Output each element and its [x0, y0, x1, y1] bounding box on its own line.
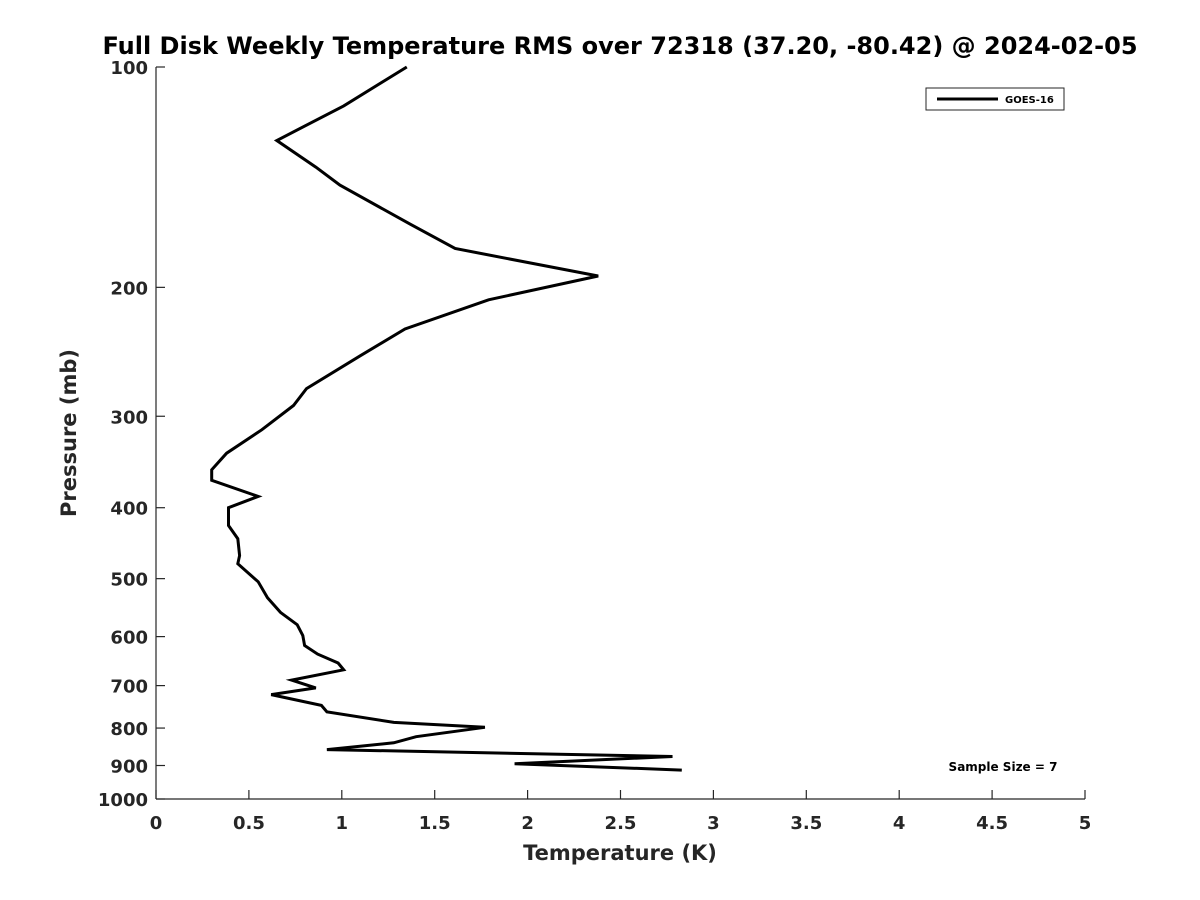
- sample-size-annotation: Sample Size = 7: [949, 760, 1058, 774]
- y-tick-label: 500: [110, 570, 148, 591]
- x-tick-label: 5: [1079, 813, 1092, 834]
- plot-area: [156, 67, 1085, 799]
- y-tick-label: 600: [110, 628, 148, 649]
- y-tick-label: 900: [110, 757, 148, 778]
- x-tick-label: 0: [150, 813, 163, 834]
- x-tick-label: 3: [707, 813, 720, 834]
- y-tick-label: 100: [110, 58, 148, 79]
- y-ticks: 100 200 300 400 500 600 700 800 900 1000: [98, 58, 165, 811]
- y-tick-label: 300: [110, 407, 148, 428]
- x-tick-label: 1.5: [419, 813, 451, 834]
- x-tick-label: 4: [893, 813, 906, 834]
- y-tick-label: 1000: [98, 790, 148, 811]
- x-ticks: 0 0.5 1 1.5 2 2.5 3 3.5 4 4.5 5: [150, 790, 1092, 834]
- y-tick-label: 700: [110, 677, 148, 698]
- x-tick-label: 2: [521, 813, 534, 834]
- x-tick-label: 3.5: [790, 813, 822, 834]
- y-axis-label: Pressure (mb): [57, 349, 81, 517]
- x-tick-label: 4.5: [976, 813, 1008, 834]
- x-tick-label: 0.5: [233, 813, 265, 834]
- x-tick-label: 1: [336, 813, 349, 834]
- x-tick-label: 2.5: [605, 813, 637, 834]
- legend: GOES-16: [925, 87, 1065, 111]
- series-layer: [210, 65, 682, 772]
- y-tick-label: 400: [110, 499, 148, 520]
- series-line-goes-16: [210, 65, 682, 772]
- x-axis-label: Temperature (K): [523, 841, 717, 865]
- chart-title: Full Disk Weekly Temperature RMS over 72…: [102, 32, 1137, 60]
- y-tick-label: 800: [110, 719, 148, 740]
- y-tick-label: 200: [110, 278, 148, 299]
- legend-label-goes-16: GOES-16: [1005, 95, 1054, 106]
